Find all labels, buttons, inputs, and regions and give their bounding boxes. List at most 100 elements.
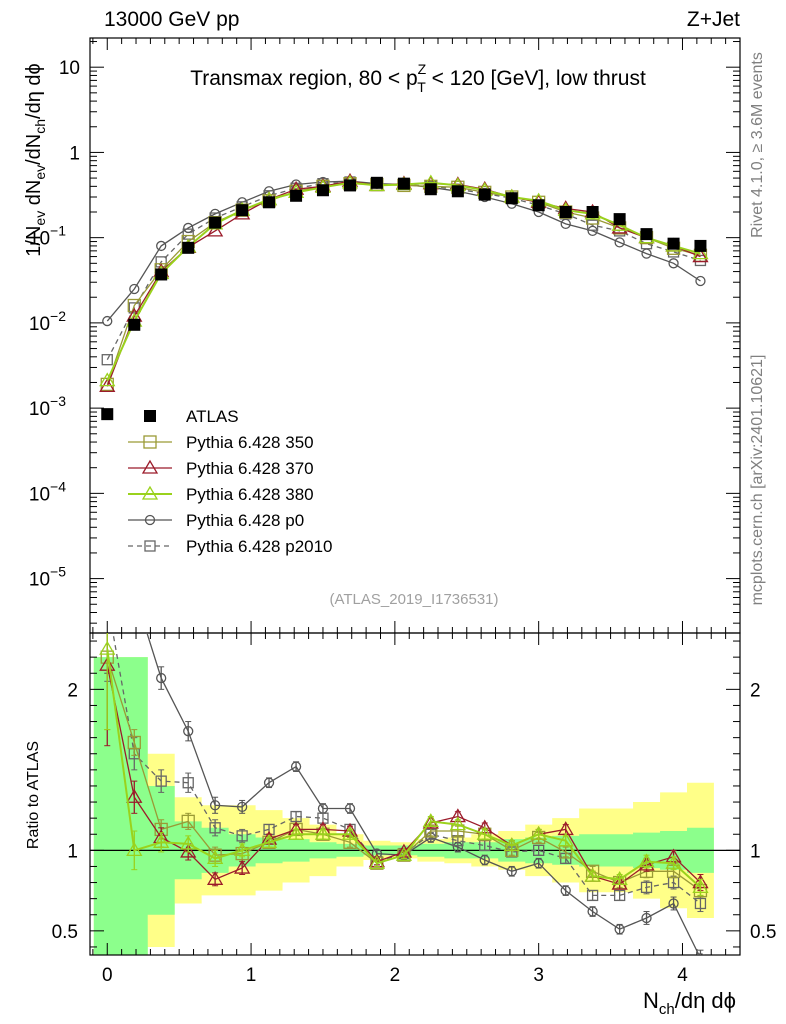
ratio-y-tick-label-left: 2 bbox=[67, 680, 78, 701]
data-point bbox=[586, 219, 599, 231]
data-point bbox=[183, 222, 194, 234]
ratio-point bbox=[395, 846, 413, 861]
data-point bbox=[692, 248, 709, 263]
y-tick-label: 1 bbox=[69, 143, 80, 164]
ratio-point bbox=[503, 837, 520, 852]
legend-label: Pythia 6.428 p0 bbox=[186, 511, 304, 530]
ratio-point bbox=[668, 898, 679, 909]
ratio-point bbox=[611, 871, 628, 885]
data-point bbox=[102, 315, 113, 327]
title-post: < 120 [GeV], low thrust bbox=[426, 67, 646, 90]
ratio-y-ticks: 2 2 1 1 0.5 0.5 bbox=[52, 640, 776, 948]
data-point bbox=[236, 204, 249, 217]
data-point bbox=[129, 283, 140, 295]
ratio-point bbox=[587, 906, 598, 917]
data-point bbox=[182, 241, 195, 254]
series-line bbox=[106, 183, 701, 385]
ratio-point bbox=[692, 879, 709, 894]
data-point bbox=[128, 318, 141, 331]
series-0 bbox=[101, 176, 707, 421]
ratio-point bbox=[126, 842, 143, 856]
y-tick-label: 10−5 bbox=[29, 564, 66, 591]
ratio-point bbox=[99, 640, 116, 655]
xlabel-pre: N bbox=[643, 988, 659, 1013]
ratio-y-tick-label-right: 0.5 bbox=[750, 922, 776, 943]
legend-marker bbox=[144, 514, 156, 526]
ratio-point bbox=[614, 924, 625, 935]
y-tick-label: 10−3 bbox=[29, 393, 66, 420]
ratio-point bbox=[183, 726, 194, 737]
data-point bbox=[614, 237, 625, 248]
data-point bbox=[532, 199, 545, 212]
x-tick-label: 0 bbox=[102, 965, 113, 986]
data-point bbox=[290, 189, 303, 202]
ratio-point bbox=[533, 858, 544, 869]
x-axis-label: Nch/dη dϕ bbox=[643, 988, 736, 1018]
data-point bbox=[692, 245, 709, 260]
x-tick-label: 2 bbox=[390, 965, 401, 986]
ratio-y-tick-label-left: 1 bbox=[67, 841, 78, 862]
legend-label: Pythia 6.428 350 bbox=[186, 433, 314, 452]
data-point bbox=[424, 183, 437, 196]
data-point bbox=[559, 205, 572, 218]
ratio-y-tick-label-left: 0.5 bbox=[52, 922, 78, 943]
legend-label: Pythia 6.428 p2010 bbox=[186, 537, 333, 556]
data-point bbox=[397, 177, 410, 190]
ratio-point bbox=[236, 801, 248, 813]
ratio-point bbox=[476, 825, 493, 840]
ratio-point bbox=[506, 866, 517, 877]
ratio-point bbox=[530, 825, 547, 840]
ratio-point bbox=[290, 761, 302, 772]
ratio-frame bbox=[89, 632, 741, 956]
data-point bbox=[101, 408, 114, 421]
legend: ATLAS Pythia 6.428 350 Pythia 6.428 370 Pyt… bbox=[128, 407, 333, 556]
legend-marker bbox=[143, 435, 157, 449]
ratio-y-tick-label-right: 2 bbox=[750, 680, 761, 701]
ratio-point bbox=[638, 853, 655, 868]
ratio-point bbox=[665, 854, 682, 869]
ratio-point bbox=[533, 844, 545, 856]
ratio-point bbox=[182, 777, 194, 789]
data-point bbox=[694, 239, 707, 252]
ratio-point bbox=[287, 825, 305, 840]
xlabel-post: /dη dϕ bbox=[675, 988, 736, 1013]
data-point bbox=[370, 176, 383, 189]
data-point bbox=[206, 222, 224, 237]
title-sup: Z bbox=[418, 61, 427, 77]
ratio-point bbox=[181, 814, 195, 829]
main-ylabel: 1/Nev dNev/dNch/dη dϕ bbox=[23, 63, 48, 256]
ratio-point bbox=[613, 889, 626, 902]
ratio-series-group bbox=[99, 588, 709, 955]
ratio-point bbox=[344, 803, 356, 814]
legend-label: Pythia 6.428 380 bbox=[186, 485, 314, 504]
legend-marker bbox=[141, 459, 159, 474]
ratio-point bbox=[155, 775, 167, 787]
header-left: 13000 GeV pp bbox=[104, 8, 239, 31]
ratio-point bbox=[102, 596, 112, 606]
ratio-point bbox=[449, 816, 466, 831]
data-point bbox=[695, 275, 706, 287]
data-point bbox=[209, 216, 222, 229]
ratio-point bbox=[103, 588, 112, 597]
ratio-point bbox=[127, 735, 141, 750]
series-line bbox=[106, 181, 701, 361]
ratio-point bbox=[234, 842, 251, 856]
xlabel-sub: ch bbox=[659, 1001, 675, 1018]
legend-label: Pythia 6.428 370 bbox=[186, 459, 314, 478]
ratio-point bbox=[584, 867, 601, 882]
series-3 bbox=[99, 174, 709, 387]
data-point bbox=[344, 179, 356, 192]
data-point bbox=[586, 205, 599, 218]
x-ticks: 0 1 2 3 4 bbox=[92, 38, 741, 986]
ratio-point bbox=[694, 897, 707, 910]
band-yellow bbox=[93, 657, 714, 955]
ratio-point bbox=[422, 813, 439, 828]
ratio-panel: 0 1 2 3 4 2 2 1 1 0.5 0.5 bbox=[52, 38, 776, 986]
series-line bbox=[106, 180, 701, 322]
ratio-point bbox=[206, 850, 224, 865]
y-tick-label: 10 bbox=[59, 58, 80, 79]
series-line bbox=[106, 180, 701, 387]
x-tick-label: 3 bbox=[533, 965, 544, 986]
ratio-point bbox=[180, 843, 197, 858]
